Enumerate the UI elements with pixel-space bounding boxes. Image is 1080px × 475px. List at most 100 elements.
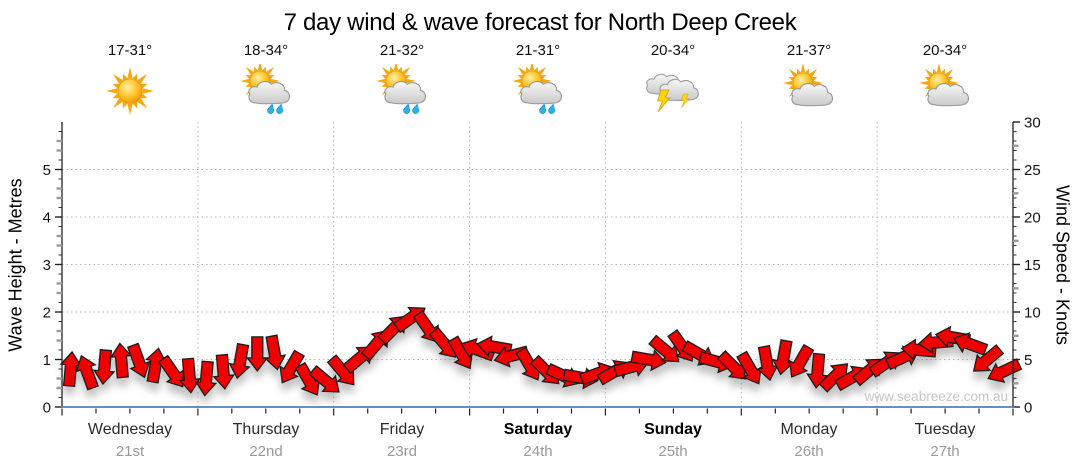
temp-range: 21-37° bbox=[786, 42, 832, 59]
day-label: Wednesday bbox=[87, 421, 173, 438]
weather-icon-partly-cloudy bbox=[780, 63, 838, 116]
wind-arrow bbox=[178, 357, 202, 394]
wind-arrow bbox=[245, 336, 269, 372]
temp-range: 20-34° bbox=[922, 42, 968, 59]
day-axis-label: Tuesday 27th bbox=[877, 421, 1013, 460]
raindrop-icon bbox=[548, 103, 555, 114]
wind-arrow bbox=[228, 342, 251, 380]
weather-icon-partly-cloudy-showers bbox=[237, 61, 295, 116]
wind-tick-label: 10 bbox=[1024, 305, 1041, 322]
lightning-icon bbox=[680, 93, 690, 108]
date-label: 25th bbox=[658, 443, 688, 460]
day-header: 17-31° bbox=[62, 42, 198, 59]
day-label: Friday bbox=[379, 421, 425, 438]
date-label: 27th bbox=[930, 443, 960, 460]
day-label: Monday bbox=[780, 421, 838, 438]
cloud-icon bbox=[791, 82, 833, 107]
wind-arrow bbox=[952, 332, 989, 356]
wave-tick-label: 2 bbox=[43, 305, 51, 322]
wind-arrow bbox=[771, 339, 795, 376]
wind-tick-label: 20 bbox=[1024, 210, 1041, 227]
wind-arrow bbox=[648, 334, 680, 363]
wave-tick-label: 5 bbox=[43, 162, 51, 179]
wind-tick-label: 25 bbox=[1024, 162, 1041, 179]
weather-icon-sunny bbox=[101, 64, 159, 116]
wind-arrow bbox=[818, 363, 849, 393]
wave-tick-label: 1 bbox=[43, 352, 51, 369]
wind-arrow bbox=[308, 364, 340, 393]
temp-range: 17-31° bbox=[107, 42, 153, 59]
day-header: 20-34° bbox=[605, 42, 741, 59]
wind-arrow bbox=[92, 348, 116, 386]
wind-arrow bbox=[756, 344, 779, 382]
day-label: Tuesday bbox=[914, 421, 976, 438]
wind-arrow bbox=[630, 349, 667, 372]
date-label: 23rd bbox=[386, 443, 418, 460]
date-label: 21st bbox=[115, 443, 145, 460]
weather-icon-partly-cloudy-showers bbox=[373, 61, 431, 116]
day-label: Sunday bbox=[644, 421, 702, 438]
day-axis-label: Wednesday 21st bbox=[62, 421, 198, 460]
weather-icon-partly-cloudy bbox=[916, 63, 974, 116]
wind-arrow bbox=[157, 354, 185, 388]
day-axis-label: Thursday 22nd bbox=[198, 421, 334, 460]
wind-arrow bbox=[279, 349, 305, 384]
wind-arrow bbox=[806, 352, 829, 389]
date-label: 22nd bbox=[249, 443, 283, 460]
raindrop-icon bbox=[539, 103, 546, 114]
wind-arrow bbox=[126, 342, 151, 379]
wind-arrow bbox=[109, 342, 133, 379]
time-axis bbox=[61, 406, 1014, 416]
raindrop-icon bbox=[267, 103, 274, 114]
day-axis-label: Friday 23rd bbox=[334, 421, 470, 460]
weather-icon-thunderstorm bbox=[644, 64, 702, 116]
wind-arrow-band bbox=[59, 306, 1023, 397]
weather-icon-partly-cloudy-showers bbox=[509, 61, 567, 116]
wave-tick-label: 0 bbox=[43, 400, 51, 417]
watermark: www.seabreeze.com.au bbox=[864, 389, 1008, 404]
wind-arrow bbox=[194, 360, 218, 397]
lightning-icon bbox=[656, 89, 671, 113]
wind-tick-label: 15 bbox=[1024, 257, 1041, 274]
day-label: Saturday bbox=[503, 421, 573, 438]
day-axis-label: Sunday 25th bbox=[605, 421, 741, 460]
wind-arrow bbox=[75, 354, 99, 391]
wave-tick-label: 3 bbox=[43, 257, 51, 274]
date-label: 24th bbox=[523, 443, 553, 460]
wind-arrow bbox=[145, 347, 168, 384]
cloud-icon bbox=[520, 80, 562, 105]
day-label: Thursday bbox=[232, 421, 300, 438]
temp-range: 21-32° bbox=[379, 42, 425, 59]
day-axis-label: Monday 26th bbox=[741, 421, 877, 460]
wave-axis: 0 1 2 3 4 5 bbox=[43, 122, 63, 417]
wind-arrow bbox=[263, 334, 287, 371]
temp-range: 18-34° bbox=[243, 42, 289, 59]
wind-tick-label: 0 bbox=[1024, 400, 1032, 417]
cloud-icon bbox=[248, 80, 290, 105]
raindrop-icon bbox=[403, 103, 410, 114]
wind-axis: 0 5 10 15 20 25 30 bbox=[1012, 115, 1041, 417]
sun-icon bbox=[106, 67, 154, 115]
raindrop-icon bbox=[412, 103, 419, 114]
day-header: 21-31° bbox=[470, 42, 606, 59]
day-header: 21-37° bbox=[741, 42, 877, 59]
day-axis-label: Saturday 24th bbox=[470, 421, 606, 460]
temp-range: 20-34° bbox=[650, 42, 696, 59]
wind-axis-label: Wind Speed - Knots bbox=[1052, 184, 1073, 346]
cloud-icon bbox=[384, 80, 426, 105]
cloud-icon bbox=[927, 82, 969, 107]
date-label: 26th bbox=[794, 443, 824, 460]
wind-arrow bbox=[59, 350, 83, 388]
day-header: 20-34° bbox=[877, 42, 1013, 59]
page-title: 7 day wind & wave forecast for North Dee… bbox=[283, 9, 797, 36]
temp-range: 21-31° bbox=[515, 42, 561, 59]
wave-tick-label: 4 bbox=[43, 210, 51, 227]
wind-arrow bbox=[788, 343, 815, 378]
raindrop-icon bbox=[276, 103, 283, 114]
day-header: 18-34° bbox=[198, 42, 334, 59]
wind-arrow bbox=[212, 353, 235, 390]
wind-arrow bbox=[972, 344, 1005, 372]
day-header: 21-32° bbox=[334, 42, 470, 59]
